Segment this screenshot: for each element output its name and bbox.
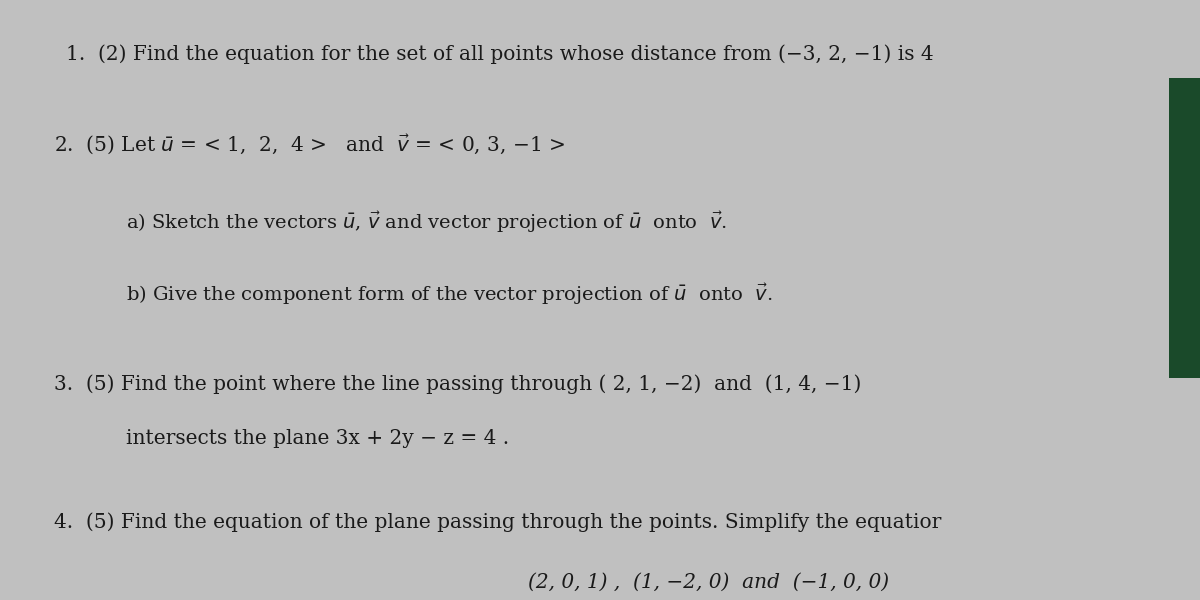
Text: 3.  (5) Find the point where the line passing through ( 2, 1, −2)  and  (1, 4, −: 3. (5) Find the point where the line pas…: [54, 374, 862, 394]
Text: 4.  (5) Find the equation of the plane passing through the points. Simplify the : 4. (5) Find the equation of the plane pa…: [54, 512, 941, 532]
Text: b) Give the component form of the vector projection of $\bar{u}$  onto  $\vec{v}: b) Give the component form of the vector…: [126, 281, 773, 307]
Text: a) Sketch the vectors $\bar{u}$, $\vec{v}$ and vector projection of $\bar{u}$  o: a) Sketch the vectors $\bar{u}$, $\vec{v…: [126, 209, 727, 235]
Text: 1.  (2) Find the equation for the set of all points whose distance from (−3, 2, : 1. (2) Find the equation for the set of …: [66, 44, 934, 64]
Text: 2.  (5) Let $\bar{u}$ = < 1,  2,  4 >   and  $\vec{v}$ = < 0, 3, −1 >: 2. (5) Let $\bar{u}$ = < 1, 2, 4 > and $…: [54, 132, 565, 156]
Text: (2, 0, 1) ,  (1, −2, 0)  and  (−1, 0, 0): (2, 0, 1) , (1, −2, 0) and (−1, 0, 0): [528, 572, 889, 592]
Bar: [1169, 78, 1200, 378]
Text: intersects the plane 3x + 2y − z = 4 .: intersects the plane 3x + 2y − z = 4 .: [126, 428, 509, 448]
